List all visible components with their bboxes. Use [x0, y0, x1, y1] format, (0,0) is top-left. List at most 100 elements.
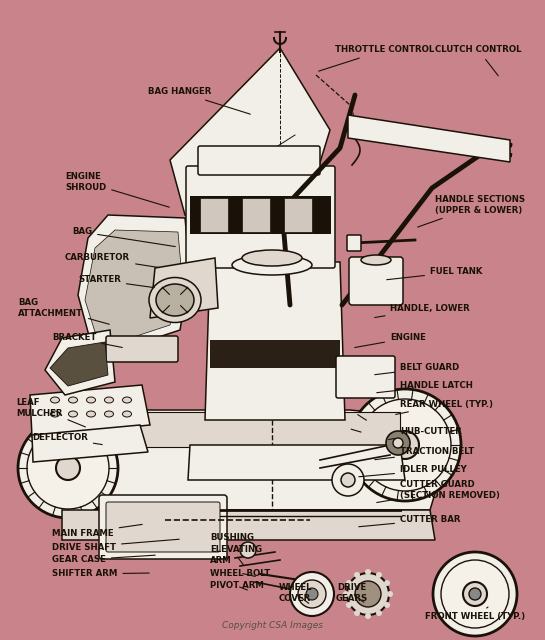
Circle shape: [387, 591, 393, 597]
Text: BAG
ATTACHMENT: BAG ATTACHMENT: [18, 298, 110, 324]
FancyBboxPatch shape: [198, 146, 320, 175]
Polygon shape: [32, 425, 148, 462]
Ellipse shape: [123, 411, 131, 417]
Text: FRONT WHEEL (TYP.): FRONT WHEEL (TYP.): [425, 607, 525, 621]
FancyBboxPatch shape: [242, 198, 270, 232]
Circle shape: [332, 464, 364, 496]
FancyBboxPatch shape: [120, 412, 400, 447]
Polygon shape: [62, 510, 435, 540]
Ellipse shape: [123, 397, 131, 403]
Ellipse shape: [156, 284, 194, 316]
Circle shape: [359, 399, 451, 491]
Circle shape: [27, 427, 109, 509]
Circle shape: [346, 602, 352, 608]
Text: BAG: BAG: [72, 227, 175, 246]
Text: CUTTER GUARD
(SECTION REMOVED): CUTTER GUARD (SECTION REMOVED): [377, 480, 500, 502]
FancyBboxPatch shape: [99, 495, 227, 559]
Ellipse shape: [69, 411, 77, 417]
Text: TRACTION BELT: TRACTION BELT: [375, 447, 474, 460]
Circle shape: [56, 456, 80, 480]
Ellipse shape: [87, 411, 95, 417]
Polygon shape: [188, 445, 405, 480]
Polygon shape: [50, 342, 108, 386]
Text: MAIN FRAME: MAIN FRAME: [52, 524, 142, 538]
Text: BELT GUARD: BELT GUARD: [375, 364, 459, 374]
Circle shape: [433, 552, 517, 636]
Text: LEAF
MULCHER: LEAF MULCHER: [16, 398, 86, 427]
Circle shape: [240, 542, 256, 558]
Text: BAG HANGER: BAG HANGER: [148, 88, 250, 114]
Text: ENGINE: ENGINE: [355, 333, 426, 348]
Circle shape: [441, 560, 509, 628]
Circle shape: [376, 572, 382, 578]
Circle shape: [349, 389, 461, 501]
Circle shape: [393, 438, 403, 448]
Text: WHEEL BOLT: WHEEL BOLT: [210, 568, 270, 577]
Text: BUSHING: BUSHING: [210, 534, 254, 548]
Circle shape: [463, 582, 487, 606]
Circle shape: [290, 572, 334, 616]
FancyBboxPatch shape: [106, 502, 220, 552]
Polygon shape: [85, 230, 182, 348]
Ellipse shape: [232, 255, 312, 275]
Circle shape: [354, 610, 360, 616]
Circle shape: [354, 572, 360, 578]
FancyBboxPatch shape: [190, 196, 331, 234]
Circle shape: [384, 580, 390, 586]
Text: CUTTER BAR: CUTTER BAR: [359, 515, 461, 527]
FancyBboxPatch shape: [284, 198, 312, 232]
Polygon shape: [205, 262, 345, 420]
Text: SHIFTER ARM: SHIFTER ARM: [52, 570, 149, 579]
Polygon shape: [45, 330, 115, 395]
Circle shape: [298, 580, 326, 608]
Ellipse shape: [87, 397, 95, 403]
FancyBboxPatch shape: [186, 166, 335, 268]
Polygon shape: [150, 258, 218, 318]
Circle shape: [347, 573, 389, 615]
Circle shape: [306, 588, 318, 600]
Text: GEAR CASE: GEAR CASE: [52, 555, 155, 564]
Text: BRACKET: BRACKET: [52, 333, 122, 348]
Text: CLUTCH CONTROL: CLUTCH CONTROL: [435, 45, 522, 76]
Polygon shape: [348, 115, 510, 162]
Circle shape: [365, 613, 371, 619]
FancyBboxPatch shape: [210, 340, 340, 368]
Text: DRIVE SHAFT: DRIVE SHAFT: [52, 540, 179, 552]
Text: ELEVATING
ARM: ELEVATING ARM: [210, 545, 262, 564]
Ellipse shape: [105, 411, 113, 417]
Circle shape: [341, 473, 355, 487]
FancyBboxPatch shape: [336, 356, 395, 398]
Text: FUEL TANK: FUEL TANK: [387, 268, 482, 280]
FancyBboxPatch shape: [200, 198, 228, 232]
Ellipse shape: [149, 278, 201, 323]
Text: PIVOT ARM: PIVOT ARM: [210, 582, 264, 591]
Polygon shape: [78, 215, 190, 358]
Text: DEFLECTOR: DEFLECTOR: [32, 433, 102, 445]
Text: HANDLE SECTIONS
(UPPER & LOWER): HANDLE SECTIONS (UPPER & LOWER): [417, 195, 525, 227]
Circle shape: [386, 431, 410, 455]
Text: Copyright CSA Images: Copyright CSA Images: [221, 621, 323, 630]
Circle shape: [391, 431, 419, 459]
Text: HUB-CUTTER: HUB-CUTTER: [389, 428, 462, 440]
Polygon shape: [170, 48, 330, 215]
Text: DRIVE
GEARS: DRIVE GEARS: [336, 583, 368, 603]
Ellipse shape: [69, 397, 77, 403]
Ellipse shape: [361, 255, 391, 265]
FancyBboxPatch shape: [347, 235, 361, 251]
Circle shape: [376, 610, 382, 616]
Circle shape: [18, 418, 118, 518]
Circle shape: [365, 569, 371, 575]
Text: ENGINE
SHROUD: ENGINE SHROUD: [65, 172, 169, 207]
Text: HANDLE, LOWER: HANDLE, LOWER: [375, 303, 470, 317]
Circle shape: [384, 602, 390, 608]
Text: STARTER: STARTER: [78, 275, 154, 287]
Polygon shape: [60, 410, 445, 510]
Ellipse shape: [105, 397, 113, 403]
FancyBboxPatch shape: [106, 336, 178, 362]
Text: REAR WHEEL (TYP.): REAR WHEEL (TYP.): [396, 399, 493, 415]
Ellipse shape: [51, 411, 59, 417]
Circle shape: [469, 588, 481, 600]
Polygon shape: [30, 385, 150, 437]
FancyBboxPatch shape: [349, 257, 403, 305]
Circle shape: [355, 581, 381, 607]
